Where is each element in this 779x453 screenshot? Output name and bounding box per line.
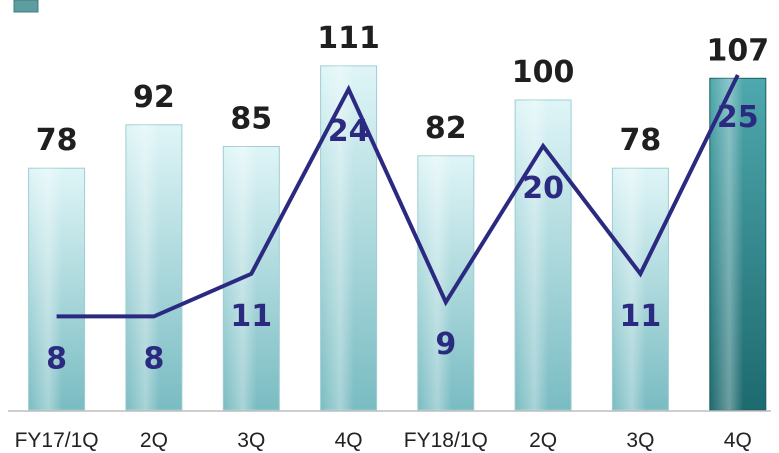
- x-tick-label: 4Q: [335, 429, 363, 452]
- line-value-label: 11: [230, 299, 272, 334]
- bar-value-label: 78: [36, 123, 78, 158]
- bar-value-label: 100: [512, 55, 575, 90]
- bar-value-label: 85: [230, 102, 272, 137]
- x-tick-label: 3Q: [237, 429, 265, 452]
- bar-value-label: 92: [133, 80, 175, 115]
- x-tick-label: 3Q: [626, 429, 654, 452]
- legend-swatch: [13, 0, 39, 13]
- x-tick-label: FY17/1Q: [15, 429, 99, 452]
- x-tick-label: FY18/1Q: [404, 429, 488, 452]
- line-series: [56, 74, 740, 319]
- bar-shine: [417, 155, 474, 410]
- line-value-label: 11: [620, 299, 662, 334]
- bar-value-label: 111: [317, 21, 380, 56]
- bar-shine: [125, 124, 182, 411]
- bar-value-label: 82: [425, 111, 467, 146]
- bar-shine: [223, 146, 280, 410]
- bar-value-label: 107: [706, 33, 769, 68]
- line-value-label: 8: [143, 341, 164, 376]
- line-value-label: 24: [328, 114, 370, 149]
- bar-value-label: 78: [620, 123, 662, 158]
- x-tick-label: 2Q: [140, 429, 168, 452]
- x-tick-label: 2Q: [529, 429, 557, 452]
- bar-shine: [515, 100, 572, 410]
- bar-shine: [612, 168, 669, 410]
- line-value-label: 25: [717, 100, 759, 135]
- bar-shine: [28, 168, 85, 410]
- line-value-label: 8: [46, 341, 67, 376]
- x-tick-label: 4Q: [724, 429, 752, 452]
- line-value-label: 20: [522, 171, 564, 206]
- line-value-label: 9: [435, 327, 456, 362]
- bar-shine: [709, 78, 766, 411]
